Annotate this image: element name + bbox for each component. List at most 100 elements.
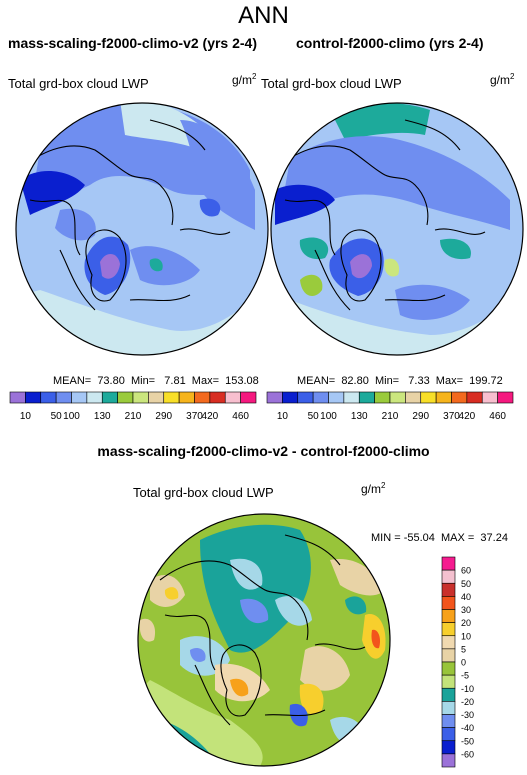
colorbar-label: 40	[461, 592, 471, 602]
colorbar-box	[358, 391, 375, 404]
colorbar-label: 420	[202, 411, 219, 422]
colorbar-label: 210	[382, 411, 399, 422]
colorbar-box	[466, 391, 483, 404]
colorbar-label: -40	[461, 723, 474, 733]
panel-1-units: g/m2	[232, 72, 257, 87]
colorbar-label: 60	[461, 566, 471, 576]
colorbar-box	[441, 622, 456, 637]
colorbar-box	[163, 391, 180, 404]
colorbar-box	[441, 661, 456, 676]
colorbar-label: 10	[461, 631, 471, 641]
colorbar-box	[441, 714, 456, 728]
colorbar-label: 290	[412, 411, 429, 422]
colorbar-box	[297, 391, 314, 404]
colorbar-box	[481, 391, 498, 404]
colorbar-box	[441, 727, 456, 742]
colorbar-box	[374, 391, 391, 404]
colorbar-label: 20	[461, 618, 471, 628]
panel-1-polar-map	[15, 102, 269, 356]
colorbar-label: 50	[461, 579, 471, 589]
colorbar-box	[441, 556, 456, 571]
colorbar-label: 130	[94, 411, 111, 422]
colorbar-box	[148, 391, 165, 404]
colorbar-box	[441, 701, 456, 715]
colorbar-label: 210	[125, 411, 142, 422]
colorbar-box	[441, 648, 456, 663]
colorbar-label: 30	[461, 605, 471, 615]
difference-units: g/m2	[361, 481, 386, 496]
colorbar-label: 100	[63, 411, 80, 422]
colorbar-box	[441, 753, 456, 768]
colorbar-label: 290	[155, 411, 172, 422]
colorbar-box	[389, 391, 406, 404]
colorbar-label: 420	[459, 411, 476, 422]
colorbar-label: -5	[461, 671, 469, 681]
colorbar-box	[420, 391, 437, 404]
colorbar-label: 370	[186, 411, 203, 422]
colorbar-box	[9, 391, 26, 404]
colorbar-box	[441, 596, 456, 610]
colorbar-label: 370	[443, 411, 460, 422]
colorbar-box	[194, 391, 211, 404]
colorbar-label: 0	[461, 658, 466, 668]
colorbar-box	[86, 391, 103, 404]
colorbar-box	[178, 391, 195, 404]
colorbar-box	[343, 391, 360, 404]
colorbar-label: -20	[461, 697, 474, 707]
colorbar-box	[282, 391, 299, 404]
colorbar-box	[55, 391, 72, 404]
colorbar-box	[71, 391, 88, 404]
colorbar-box	[441, 687, 456, 702]
colorbar-label: 10	[277, 411, 289, 422]
difference-title: mass-scaling-f2000-climo-v2 - control-f2…	[97, 443, 430, 459]
colorbar-box	[451, 391, 468, 404]
colorbar-box	[117, 391, 134, 404]
panel-2-variable-label: Total grd-box cloud LWP	[261, 76, 402, 91]
colorbar-box	[40, 391, 57, 404]
panel-1-stats: MEAN= 73.80 Min= 7.81 Max= 153.08	[53, 375, 259, 387]
colorbar-box	[266, 391, 283, 404]
difference-polar-map	[137, 513, 391, 767]
colorbar-box	[441, 740, 456, 755]
panel-2-units: g/m2	[490, 72, 515, 87]
colorbar-box	[101, 391, 118, 404]
colorbar-label: 130	[351, 411, 368, 422]
colorbar-box	[209, 391, 226, 404]
panel-1-case-title: mass-scaling-f2000-climo-v2 (yrs 2-4)	[8, 35, 257, 51]
colorbar-label: 460	[232, 411, 249, 422]
colorbar-box	[224, 391, 241, 404]
colorbar-box	[240, 391, 257, 404]
colorbar-label: -30	[461, 710, 474, 720]
colorbar-box	[441, 569, 456, 584]
colorbar-box	[405, 391, 422, 404]
colorbar-label: -60	[461, 749, 474, 759]
colorbar-box	[132, 391, 149, 404]
colorbar-box	[441, 635, 456, 650]
colorbar-box	[435, 391, 452, 404]
colorbar-label: 460	[489, 411, 506, 422]
panel-1-variable-label: Total grd-box cloud LWP	[8, 76, 149, 91]
colorbar-box	[312, 391, 329, 404]
colorbar-label: 100	[320, 411, 337, 422]
difference-minmax: MIN = -55.04 MAX = 37.24	[371, 532, 508, 544]
colorbar-box	[497, 391, 514, 404]
colorbar-label: -10	[461, 684, 474, 694]
colorbar-label: 50	[51, 411, 63, 422]
panel-2-stats: MEAN= 82.80 Min= 7.33 Max= 199.72	[297, 375, 503, 387]
colorbar-label: 50	[308, 411, 320, 422]
colorbar-box	[328, 391, 345, 404]
difference-variable-label: Total grd-box cloud LWP	[133, 485, 274, 500]
colorbar-label: -50	[461, 736, 474, 746]
colorbar-box	[441, 609, 456, 623]
season-title: ANN	[238, 2, 289, 29]
colorbar-label: 10	[20, 411, 32, 422]
colorbar-label: 5	[461, 644, 466, 654]
panel-2-polar-map	[270, 102, 524, 356]
colorbar-box	[441, 582, 456, 597]
colorbar-box	[25, 391, 42, 404]
panel-2-case-title: control-f2000-climo (yrs 2-4)	[296, 35, 484, 51]
colorbar-box	[441, 674, 456, 689]
